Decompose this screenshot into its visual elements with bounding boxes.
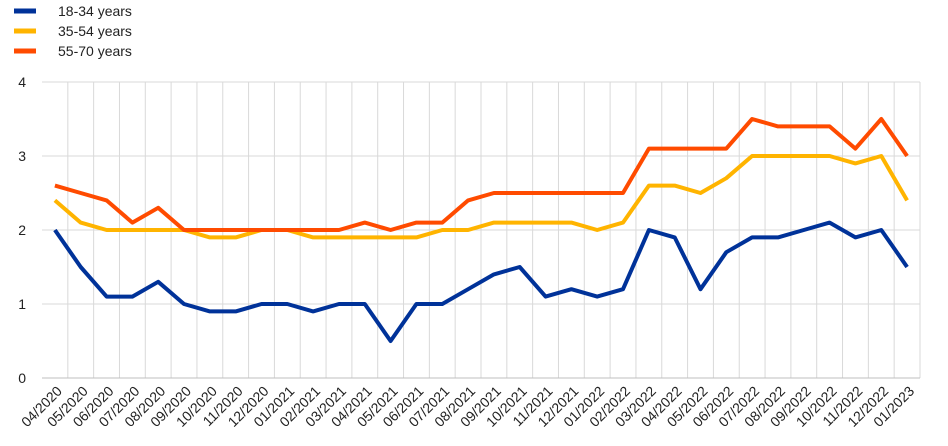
y-tick-label: 1 (18, 296, 26, 312)
y-tick-label: 2 (18, 222, 26, 238)
y-tick-label: 0 (18, 370, 26, 386)
series-line-2 (53, 154, 909, 240)
chart-legend: 18-34 years 35-54 years 55-70 years (14, 3, 132, 59)
legend-label: 35-54 years (58, 23, 132, 39)
series-line-3 (54, 117, 909, 232)
y-tick-label: 3 (18, 148, 26, 164)
chart-series (53, 117, 909, 343)
series-line-1 (53, 220, 909, 343)
legend-label: 18-34 years (58, 3, 132, 19)
legend-label: 55-70 years (58, 43, 132, 59)
y-tick-label: 4 (18, 74, 26, 90)
